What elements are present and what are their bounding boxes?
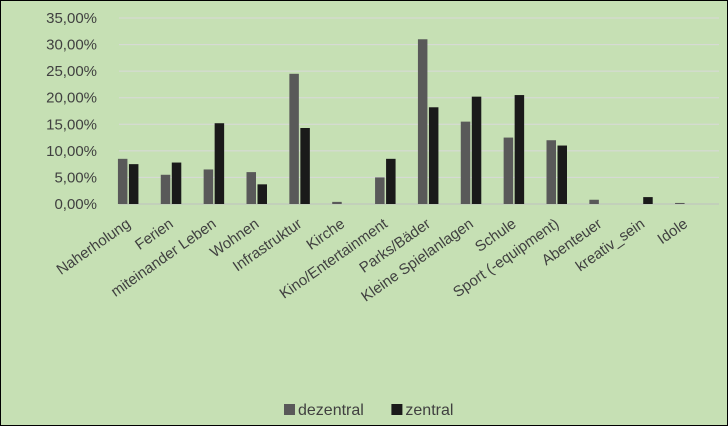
legend-swatch (284, 404, 295, 415)
y-tick-label: 25,00% (46, 63, 97, 80)
bar-zentral (386, 158, 396, 204)
legend-label: zentral (405, 402, 453, 419)
bar-zentral (171, 162, 182, 204)
x-category-label: Idole (654, 215, 690, 248)
bar-dezentral (246, 172, 256, 204)
bar-zentral (471, 96, 482, 204)
bar-dezentral (675, 202, 685, 204)
bar-dezentral (203, 169, 214, 204)
bar-dezentral (117, 158, 128, 204)
bar-dezentral (417, 39, 428, 204)
bar-zentral (428, 107, 439, 204)
bar-dezentral (546, 140, 556, 204)
y-tick-label: 5,00% (54, 169, 97, 186)
x-category-label: Naherholung (54, 215, 134, 278)
y-tick-label: 0,00% (54, 196, 97, 213)
bar-zentral (214, 123, 225, 204)
y-tick-label: 15,00% (46, 116, 97, 133)
bar-dezentral (375, 177, 385, 204)
bar-zentral (643, 197, 653, 204)
bar-zentral (128, 164, 139, 204)
y-tick-label: 30,00% (46, 37, 97, 54)
y-tick-label: 10,00% (46, 143, 97, 160)
bar-dezentral (332, 201, 342, 204)
bar-zentral (514, 95, 525, 204)
bar-dezentral (460, 121, 471, 204)
bar-zentral (257, 184, 267, 204)
bar-dezentral (289, 73, 299, 204)
legend-label: dezentral (298, 402, 364, 419)
y-tick-label: 35,00% (46, 10, 97, 27)
bar-dezentral (589, 199, 599, 204)
bar-dezentral (503, 137, 514, 204)
bar-dezentral (160, 174, 171, 204)
legend-swatch (391, 404, 403, 415)
y-tick-label: 20,00% (46, 90, 97, 107)
bar-zentral (557, 145, 567, 204)
bar-zentral (300, 128, 310, 204)
